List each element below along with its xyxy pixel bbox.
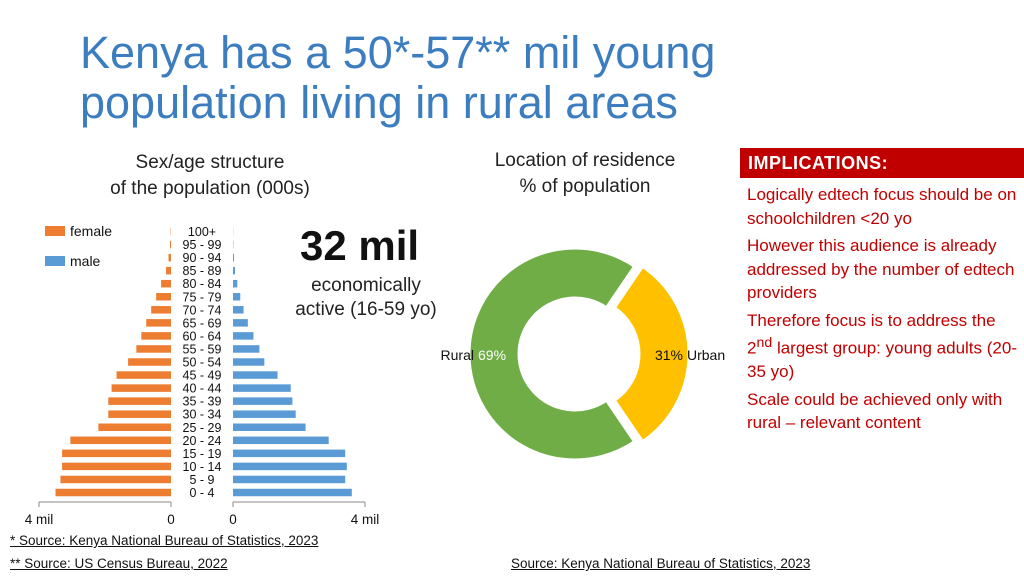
rural-label: Rural <box>441 347 474 363</box>
female-bar-75-79 <box>156 293 171 301</box>
highlight-value: 32 mil <box>300 222 420 269</box>
x-tick-label: 0 <box>229 512 237 527</box>
male-bar-30-34 <box>233 410 296 418</box>
female-bar-10-14 <box>62 462 171 471</box>
female-bar-40-44 <box>111 384 171 392</box>
pyramid-title-line2: of the population (000s) <box>110 178 310 199</box>
male-bar-85-89 <box>233 266 235 275</box>
legend-female-label: female <box>70 223 112 239</box>
female-bar-60-64 <box>141 332 171 340</box>
age-label: 80 - 84 <box>183 277 222 291</box>
female-bar-20-24 <box>70 436 171 445</box>
donut-title: Location of residence % of population <box>455 148 715 200</box>
donut-title-line2: % of population <box>519 176 651 197</box>
female-bar-70-74 <box>151 306 171 314</box>
x-tick-label: 4 mil <box>25 512 54 527</box>
x-tick-label: 0 <box>167 512 175 527</box>
x-tick-label: 4 mil <box>351 512 380 527</box>
urban-label: Urban <box>687 347 725 363</box>
legend-male-label: male <box>70 253 101 269</box>
female-bar-50-54 <box>128 358 171 366</box>
male-bar-45-49 <box>233 371 278 379</box>
highlight-caption: economically active (16-59 yo) <box>276 274 456 322</box>
female-bar-30-34 <box>108 410 171 418</box>
age-label: 25 - 29 <box>183 421 222 435</box>
age-label: 55 - 59 <box>183 342 222 356</box>
female-bar-90-94 <box>168 253 171 262</box>
age-label: 60 - 64 <box>183 329 222 343</box>
female-bar-25-29 <box>98 423 171 431</box>
female-bar-65-69 <box>146 319 171 327</box>
age-label: 90 - 94 <box>183 251 222 265</box>
male-bar-60-64 <box>233 332 254 340</box>
implications-header: IMPLICATIONS: <box>740 148 1024 178</box>
male-bar-50-54 <box>233 358 265 366</box>
male-bar-0-4 <box>233 488 352 497</box>
source-note-2[interactable]: ** Source: US Census Bureau, 2022 <box>10 556 228 571</box>
pyramid-title: Sex/age structure of the population (000… <box>40 150 380 202</box>
age-label: 20 - 24 <box>183 434 222 448</box>
age-label: 100+ <box>188 225 216 239</box>
source-note-right[interactable]: Source: Kenya National Bureau of Statist… <box>511 556 811 571</box>
age-label: 10 - 14 <box>183 460 222 474</box>
age-label: 0 - 4 <box>189 486 214 500</box>
male-bar-15-19 <box>233 449 346 458</box>
female-bar-55-59 <box>136 345 171 353</box>
age-label: 70 - 74 <box>183 303 222 317</box>
age-label: 35 - 39 <box>183 395 222 409</box>
legend-male-swatch <box>45 256 65 266</box>
urban-value-label: 31% <box>655 347 683 363</box>
female-bar-15-19 <box>62 449 171 458</box>
female-bar-0-4 <box>55 488 171 497</box>
female-bar-5-9 <box>60 475 172 484</box>
implications-list: Logically edtech focus should be on scho… <box>747 183 1019 439</box>
male-bar-70-74 <box>233 306 244 314</box>
male-bar-65-69 <box>233 319 248 327</box>
implication-item: Logically edtech focus should be on scho… <box>747 185 1017 228</box>
male-bar-55-59 <box>233 345 260 353</box>
donut-title-line1: Location of residence <box>494 150 676 171</box>
age-label: 85 - 89 <box>183 264 222 278</box>
legend-female-swatch <box>45 226 65 236</box>
female-bar-35-39 <box>108 397 171 405</box>
age-label: 75 - 79 <box>183 290 222 304</box>
age-label: 15 - 19 <box>183 447 222 461</box>
female-bar-95-99 <box>170 240 171 249</box>
rural-value-label: 69% <box>478 347 506 363</box>
male-bar-10-14 <box>233 462 347 471</box>
male-bar-75-79 <box>233 293 241 301</box>
donut-slice-rural <box>467 246 637 462</box>
male-bar-80-84 <box>233 279 238 288</box>
male-bar-25-29 <box>233 423 306 431</box>
implication-item: Therefore focus is to address the 2nd la… <box>747 310 1017 382</box>
highlight-caption-line2: active (16-59 yo) <box>295 299 437 320</box>
age-label: 95 - 99 <box>183 238 222 252</box>
female-bar-80-84 <box>161 279 171 288</box>
implication-item: However this audience is already address… <box>747 236 1015 302</box>
highlight-caption-line1: economically <box>311 275 421 296</box>
age-label: 65 - 69 <box>183 316 222 330</box>
male-bar-35-39 <box>233 397 293 405</box>
implication-item: Scale could be achieved only with rural … <box>747 389 1003 433</box>
source-note-1[interactable]: * Source: Kenya National Bureau of Stati… <box>10 533 319 548</box>
age-label: 30 - 34 <box>183 408 222 422</box>
male-bar-40-44 <box>233 384 291 392</box>
female-bar-45-49 <box>116 371 171 379</box>
male-bar-90-94 <box>233 253 234 262</box>
male-bar-20-24 <box>233 436 329 445</box>
donut-slice-urban <box>612 264 691 444</box>
pyramid-title-line1: Sex/age structure <box>135 152 285 173</box>
page-title: Kenya has a 50*-57** mil young populatio… <box>80 27 716 128</box>
female-bar-85-89 <box>166 266 171 275</box>
age-label: 50 - 54 <box>183 356 222 370</box>
age-label: 5 - 9 <box>189 473 214 487</box>
age-label: 40 - 44 <box>183 382 222 396</box>
age-label: 45 - 49 <box>183 369 222 383</box>
male-bar-5-9 <box>233 475 346 484</box>
